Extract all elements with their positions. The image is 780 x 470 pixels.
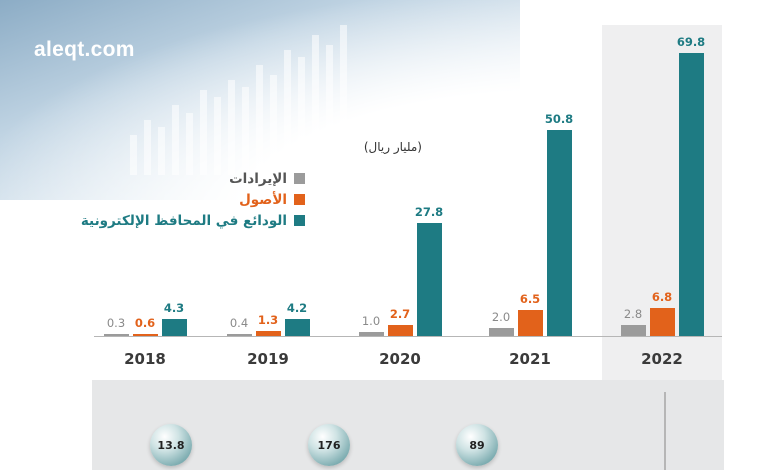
brand-logo-text[interactable]: aleqt.com bbox=[34, 38, 135, 61]
value-label-revenue-2022: 2.8 bbox=[623, 306, 643, 321]
bar-deposits-2022 bbox=[678, 53, 704, 336]
value-label-revenue-2018: 0.3 bbox=[106, 316, 126, 330]
stat-circle-1: 13.8 bbox=[150, 424, 192, 466]
legend-swatch-assets bbox=[294, 194, 305, 205]
legend-label-revenue: الإيرادات bbox=[229, 170, 287, 187]
value-label-assets-2021: 6.5 bbox=[519, 291, 541, 306]
bar-revenue-2019 bbox=[226, 334, 252, 336]
legend-item-revenue: الإيرادات bbox=[60, 168, 305, 189]
legend-label-deposits: الودائع في المحافظ الإلكترونية bbox=[80, 212, 287, 229]
stat-circle-1-value: 13.8 bbox=[157, 438, 185, 452]
x-tick-2018: 2018 bbox=[124, 350, 166, 368]
background-fade bbox=[0, 0, 560, 210]
bar-deposits-2021 bbox=[546, 130, 572, 336]
value-label-revenue-2020: 1.0 bbox=[361, 313, 381, 328]
value-label-deposits-2018: 4.3 bbox=[163, 300, 185, 315]
bar-assets-2020 bbox=[387, 325, 413, 336]
value-label-assets-2020: 2.7 bbox=[389, 307, 411, 322]
value-label-deposits-2022: 69.8 bbox=[676, 35, 706, 49]
value-label-assets-2022: 6.8 bbox=[651, 290, 673, 305]
stat-circle-2: 176 bbox=[308, 424, 350, 466]
bar-revenue-2021 bbox=[488, 327, 514, 336]
legend-swatch-revenue bbox=[294, 173, 305, 184]
legend-label-assets: الأصول bbox=[239, 191, 287, 208]
bar-deposits-2018 bbox=[161, 318, 187, 336]
value-label-assets-2018: 0.6 bbox=[134, 315, 156, 330]
bottom-panel bbox=[92, 380, 724, 470]
value-label-deposits-2021: 50.8 bbox=[544, 112, 574, 127]
value-label-deposits-2019: 4.2 bbox=[286, 300, 308, 315]
x-tick-2020: 2020 bbox=[379, 350, 421, 368]
bar-deposits-2019 bbox=[284, 318, 310, 336]
bar-revenue-2022 bbox=[620, 324, 646, 336]
bar-assets-2021 bbox=[517, 309, 543, 336]
legend-item-assets: الأصول bbox=[60, 189, 305, 210]
value-label-deposits-2020: 27.8 bbox=[414, 205, 444, 220]
chart-baseline bbox=[94, 336, 722, 337]
x-tick-2022: 2022 bbox=[641, 350, 683, 368]
bar-revenue-2020 bbox=[358, 331, 384, 336]
bar-assets-2019 bbox=[255, 330, 281, 336]
x-tick-2019: 2019 bbox=[247, 350, 289, 368]
stat-circle-3: 89 bbox=[456, 424, 498, 466]
stat-circle-2-value: 176 bbox=[317, 438, 341, 452]
value-label-assets-2019: 1.3 bbox=[257, 312, 279, 327]
legend-swatch-deposits bbox=[294, 215, 305, 226]
stat-circle-3-value: 89 bbox=[469, 438, 485, 452]
bar-revenue-2018 bbox=[103, 334, 129, 336]
x-tick-2021: 2021 bbox=[509, 350, 551, 368]
bar-deposits-2020 bbox=[416, 223, 442, 336]
unit-label: (مليار ريال) bbox=[363, 140, 422, 154]
legend-item-deposits: الودائع في المحافظ الإلكترونية bbox=[60, 210, 305, 231]
bar-assets-2022 bbox=[649, 308, 675, 336]
value-label-revenue-2019: 0.4 bbox=[229, 316, 249, 330]
panel-divider-line bbox=[664, 392, 666, 470]
legend: الإيرادات الأصول الودائع في المحافظ الإل… bbox=[60, 168, 305, 231]
bar-assets-2018 bbox=[132, 333, 158, 336]
value-label-revenue-2021: 2.0 bbox=[491, 309, 511, 324]
